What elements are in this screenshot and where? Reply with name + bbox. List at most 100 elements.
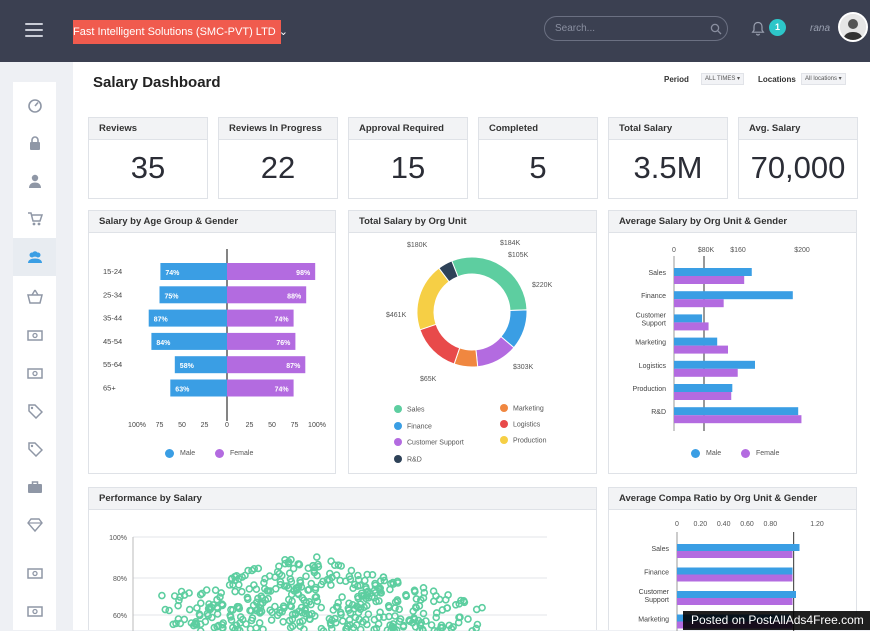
- sidebar-item-tag[interactable]: [13, 430, 56, 468]
- scatter-point: [260, 626, 266, 631]
- tick-label: 100%: [109, 535, 127, 542]
- legend-swatch: [500, 436, 508, 444]
- sidebar-item-users[interactable]: [13, 238, 56, 276]
- kpi-total-salary[interactable]: Total Salary 3.5M: [608, 117, 728, 199]
- scatter-point: [194, 605, 200, 611]
- search-input[interactable]: [544, 16, 728, 41]
- kpi-label: Completed: [479, 118, 597, 140]
- donut-plot: $461K$180K$184K$105K$220K$303K$65KSalesF…: [349, 211, 598, 475]
- avatar[interactable]: [838, 12, 868, 42]
- kpi-label: Avg. Salary: [739, 118, 857, 140]
- data-label-male: 74%: [165, 270, 180, 277]
- sidebar-item-dashboard[interactable]: [13, 86, 56, 124]
- data-label-male: 87%: [154, 317, 169, 324]
- bell-icon[interactable]: [751, 21, 765, 36]
- sidebar-item-money[interactable]: [13, 354, 56, 392]
- category-label: 25-34: [103, 290, 122, 299]
- menu-icon[interactable]: [25, 23, 43, 37]
- legend-female[interactable]: Female: [215, 449, 253, 458]
- tick-label: 75: [291, 422, 299, 429]
- sidebar-item-money[interactable]: [13, 592, 56, 630]
- category-label: Finance: [641, 293, 666, 300]
- legend-male[interactable]: Male: [691, 449, 721, 458]
- bar-male: [677, 591, 796, 598]
- legend-swatch: [394, 455, 402, 463]
- sidebar-item-money[interactable]: [13, 316, 56, 354]
- users-icon: [27, 249, 43, 265]
- bar-female: [674, 346, 728, 354]
- scatter-point: [261, 580, 267, 586]
- sidebar-item-briefcase[interactable]: [13, 468, 56, 506]
- search-icon[interactable]: [710, 23, 722, 35]
- sidebar-item-user[interactable]: [13, 162, 56, 200]
- scatter-point: [328, 558, 334, 564]
- period-select[interactable]: ALL TIMES ▾: [701, 73, 744, 85]
- legend-male[interactable]: Male: [165, 449, 195, 458]
- sidebar-item-tag[interactable]: [13, 392, 56, 430]
- slice-label: $180K: [407, 242, 428, 249]
- category-label: Customer: [636, 312, 667, 319]
- scatter-point: [213, 587, 219, 593]
- tick-label: $160: [730, 247, 746, 254]
- kpi-approval-required[interactable]: Approval Required 15: [348, 117, 468, 199]
- scatter-point: [245, 568, 251, 574]
- legend-label: Marketing: [513, 406, 544, 413]
- notification-badge[interactable]: 1: [769, 19, 786, 36]
- scatter-point: [340, 618, 346, 624]
- avg-salary-plot: 0$80K$160$200SalesFinanceCustomerSupport…: [609, 211, 858, 475]
- sidebar-item-lock[interactable]: [13, 124, 56, 162]
- scatter-point: [255, 565, 261, 571]
- sidebar-item-money[interactable]: [13, 554, 56, 592]
- basket-icon: [27, 289, 43, 305]
- kpi-reviews[interactable]: Reviews 35: [88, 117, 208, 199]
- scatter-point: [365, 611, 371, 617]
- legend-swatch: [394, 438, 402, 446]
- bar-male: [677, 544, 800, 551]
- sidebar-item-diamond[interactable]: [13, 506, 56, 544]
- bar-male: [674, 314, 702, 322]
- data-label-female: 74%: [275, 317, 290, 324]
- company-selector[interactable]: Fast Intelligent Solutions (SMC-PVT) LTD…: [73, 20, 281, 44]
- kpi-reviews-in-progress[interactable]: Reviews In Progress 22: [218, 117, 338, 199]
- legend-swatch: [500, 404, 508, 412]
- bar-male: [674, 291, 793, 299]
- sidebar-item-basket[interactable]: [13, 278, 56, 316]
- bar-male: [674, 338, 717, 346]
- period-label: Period: [664, 75, 689, 84]
- scatter-point: [437, 596, 443, 602]
- donut-slice: [452, 257, 527, 310]
- bar-male: [674, 407, 798, 415]
- money-icon: [27, 565, 43, 581]
- scatter-point: [358, 627, 364, 631]
- kpi-label: Total Salary: [609, 118, 727, 140]
- bar-female: [674, 276, 744, 284]
- kpi-completed[interactable]: Completed 5: [478, 117, 598, 199]
- data-label-male: 63%: [175, 387, 190, 394]
- kpi-avg-salary[interactable]: Avg. Salary 70,000: [738, 117, 858, 199]
- legend-female[interactable]: Female: [741, 449, 779, 458]
- scatter-point: [257, 620, 263, 626]
- sidebar-item-cart[interactable]: [13, 200, 56, 238]
- performance-plot: 100%80%60%: [89, 488, 598, 631]
- briefcase-icon: [27, 479, 43, 495]
- tick-label: 0.80: [764, 521, 778, 528]
- data-label-female: 87%: [286, 363, 301, 370]
- tick-label: 50: [268, 422, 276, 429]
- bar-male: [674, 384, 732, 392]
- category-label: Support: [641, 320, 666, 327]
- scatter-point: [204, 587, 210, 593]
- money-icon: [27, 603, 43, 619]
- cart-icon: [27, 211, 43, 227]
- watermark: Posted on PostAllAds4Free.com: [683, 611, 870, 630]
- page-title: Salary Dashboard: [93, 74, 221, 91]
- scatter-point: [162, 607, 168, 613]
- bar-female: [674, 322, 709, 330]
- locations-select[interactable]: All locations ▾: [801, 73, 846, 85]
- tick-label: 100%: [128, 422, 146, 429]
- slice-label: $65K: [420, 376, 437, 383]
- lock-icon: [27, 135, 43, 151]
- tick-label: 0: [675, 521, 679, 528]
- tick-label: 0: [672, 247, 676, 254]
- legend-label: R&D: [407, 457, 422, 464]
- legend-label: Logistics: [513, 422, 541, 429]
